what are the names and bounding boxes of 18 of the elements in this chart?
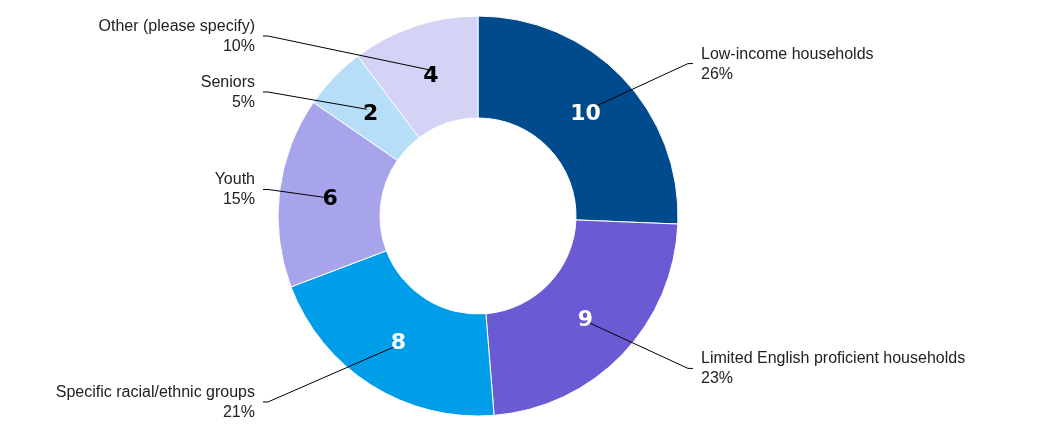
data-label: 2 xyxy=(362,99,379,125)
data-label: 6 xyxy=(322,185,338,211)
data-label: 4 xyxy=(423,61,439,87)
text: 23% xyxy=(701,369,734,387)
text: 15% xyxy=(222,190,255,208)
text: 10% xyxy=(222,37,255,54)
slice-label: Limited English proficient households xyxy=(701,349,966,367)
data-label: 8 xyxy=(390,328,407,354)
slice-label: Seniors xyxy=(200,73,255,90)
slice-label: Specific racial/ethnic groups xyxy=(55,382,255,400)
text: 21% xyxy=(222,402,255,420)
data-label: 10 xyxy=(570,99,601,125)
data-label: 9 xyxy=(577,306,594,332)
text: 5% xyxy=(231,93,255,110)
text: 26% xyxy=(701,64,734,82)
slice-label: Youth xyxy=(214,170,255,188)
slice-label: Low-income households xyxy=(701,44,874,62)
slice-label: Other (please specify) xyxy=(98,17,255,34)
